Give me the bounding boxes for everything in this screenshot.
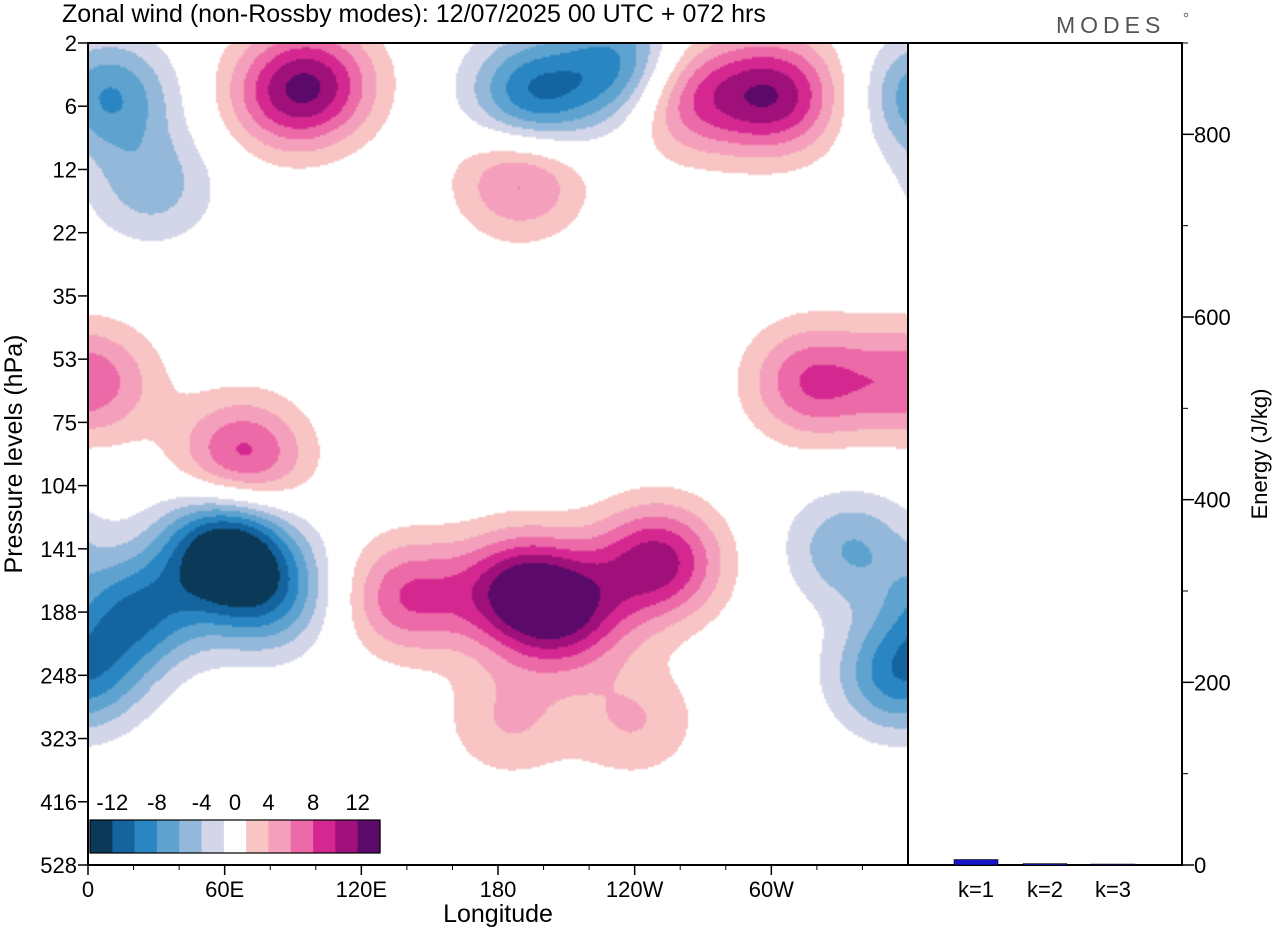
colorbar-frame — [89, 819, 381, 854]
energy-bar — [1022, 863, 1068, 866]
y-tick-label: 188 — [40, 600, 77, 625]
energy-axis-label: Energy (J/kg) — [1247, 389, 1272, 520]
energy-category-label: k=3 — [1095, 877, 1131, 902]
y-tick-label: 22 — [53, 221, 77, 246]
y-tick-label: 35 — [53, 284, 77, 309]
y-axis-label: Pressure levels (hPa) — [0, 335, 28, 574]
logo-mark — [1183, 12, 1189, 18]
colorbar-label: 4 — [262, 790, 274, 815]
y-tick-label: 323 — [40, 727, 77, 752]
y-tick-label: 12 — [53, 157, 77, 182]
energy-bar — [1090, 863, 1136, 866]
colorbar-swatch — [134, 820, 158, 853]
colorbar-swatch — [90, 820, 113, 853]
colorbar-swatch — [335, 820, 359, 853]
energy-panel: k=1 k=2 k=3 0 200 400 600 800 Energy (J/kg) — [907, 42, 1272, 902]
colorbar-swatch — [357, 820, 381, 853]
y-tick-label: 53 — [53, 347, 77, 372]
colorbar-swatch — [246, 820, 270, 853]
y-tick-label: 416 — [40, 790, 77, 815]
colorbar-swatch — [313, 820, 336, 853]
colorbar-swatch — [290, 820, 314, 853]
y-tick-label: 6 — [65, 94, 77, 119]
y-tick-label: 75 — [53, 410, 77, 435]
energy-tick-label: 200 — [1194, 670, 1231, 695]
colorbar-label: 12 — [345, 790, 369, 815]
x-tick-label: 120E — [336, 877, 387, 902]
y-tick-label: 2 — [65, 31, 77, 56]
colorbar-label: -4 — [192, 790, 212, 815]
heatmap-field — [88, 43, 908, 865]
colorbar-label: 8 — [307, 790, 319, 815]
x-tick-label: 60W — [749, 877, 794, 902]
x-tick-label: 0 — [82, 877, 94, 902]
energy-frame — [907, 42, 1183, 866]
x-tick-label: 180 — [480, 877, 517, 902]
x-tick-label: 120W — [606, 877, 664, 902]
y-tick-label: 104 — [40, 474, 77, 499]
energy-category-label: k=1 — [958, 877, 994, 902]
heatmap-panel: 0 60E 120E 180 120W 60W 2 6 12 22 35 53 75 104 141 188… — [0, 31, 909, 928]
colorbar-swatch — [112, 820, 136, 853]
y-tick-label: 248 — [40, 663, 77, 688]
colorbar-swatch — [268, 820, 292, 853]
energy-category-label: k=2 — [1027, 877, 1063, 902]
colorbar-label: -8 — [147, 790, 167, 815]
chart-title: Zonal wind (non-Rossby modes): 12/07/202… — [62, 0, 766, 28]
x-axis-label: Longitude — [443, 900, 553, 928]
modes-logo: MODES — [1056, 12, 1165, 38]
colorbar-swatch — [179, 820, 203, 853]
x-tick-label: 60E — [205, 877, 244, 902]
colorbar-swatch — [223, 820, 247, 853]
energy-tick-label: 0 — [1194, 853, 1206, 878]
colorbar-label: -12 — [96, 790, 128, 815]
colorbar: -12 -8 -4 0 4 8 12 — [89, 790, 381, 854]
y-tick-label: 528 — [40, 853, 77, 878]
energy-tick-label: 400 — [1194, 488, 1231, 513]
colorbar-label: 0 — [229, 790, 241, 815]
y-tick-label: 141 — [40, 537, 77, 562]
energy-tick-label: 800 — [1194, 122, 1231, 147]
colorbar-swatch — [156, 820, 180, 853]
energy-tick-label: 600 — [1194, 305, 1231, 330]
colorbar-swatch — [201, 820, 225, 853]
energy-bar — [953, 859, 999, 866]
